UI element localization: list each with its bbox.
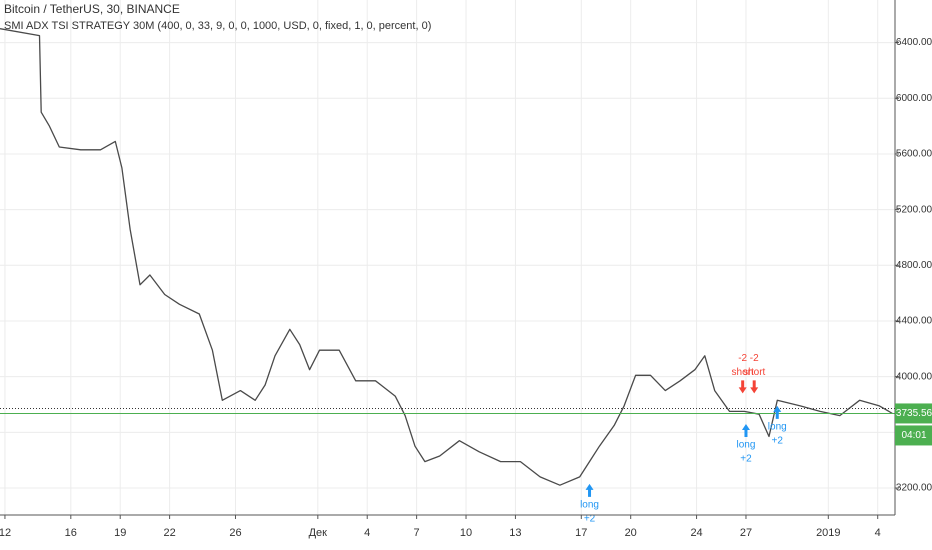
signal-arrow <box>741 423 750 437</box>
signal-arrow <box>738 380 747 394</box>
x-tick-label: 27 <box>740 527 752 539</box>
signal-arrow <box>585 483 594 497</box>
x-tick-label: 13 <box>509 527 521 539</box>
chart-title: Bitcoin / TetherUS, 30, BINANCE <box>4 2 180 16</box>
x-tick-label: 12 <box>0 527 11 539</box>
y-tick-label: 4400.00 <box>896 316 932 327</box>
signal: long +2 <box>580 483 599 524</box>
x-tick-label: 10 <box>460 527 472 539</box>
x-tick-label: 20 <box>625 527 637 539</box>
signal-arrow <box>750 380 759 394</box>
countdown-label: 04:01 <box>901 430 926 441</box>
signal-qty: +2 <box>772 436 784 447</box>
signal: long +2 <box>737 423 756 465</box>
x-tick-label: Дек <box>309 527 328 539</box>
signal-label: long <box>737 440 756 451</box>
y-tick-label: 3200.00 <box>896 483 932 494</box>
signal-qty: -2 <box>750 353 759 364</box>
signal: long +2 <box>768 405 787 447</box>
x-tick-label: 2019 <box>816 527 840 539</box>
y-tick-label: 4000.00 <box>896 371 932 382</box>
x-tick-label: 26 <box>229 527 241 539</box>
signal-qty: +2 <box>740 454 752 465</box>
signal-qty: -2 <box>738 353 747 364</box>
y-tick-label: 4800.00 <box>896 260 932 271</box>
x-tick-label: 4 <box>364 527 370 539</box>
x-tick-label: 22 <box>163 527 175 539</box>
y-tick-label: 5200.00 <box>896 204 932 215</box>
price-line <box>0 28 893 486</box>
signal-label: short <box>732 367 754 378</box>
y-tick-label: 6000.00 <box>896 93 932 104</box>
signal: short -2 <box>732 353 754 394</box>
last-price-tag <box>895 403 932 424</box>
x-tick-label: 17 <box>575 527 587 539</box>
countdown-tag <box>895 425 932 446</box>
x-tick-label: 16 <box>65 527 77 539</box>
x-tick-label: 24 <box>690 527 702 539</box>
signal-label: short <box>743 367 765 378</box>
x-tick-label: 4 <box>875 527 881 539</box>
signal-qty: +2 <box>584 513 596 524</box>
signal-label: long <box>580 499 599 510</box>
signal: short -2 <box>743 353 766 394</box>
x-tick-label: 19 <box>114 527 126 539</box>
signal-arrow <box>773 405 782 419</box>
y-tick-label: 5600.00 <box>896 149 932 160</box>
signal-label: long <box>768 422 787 433</box>
chart-subtitle: SMI ADX TSI STRATEGY 30M (400, 0, 33, 9,… <box>4 20 431 32</box>
last-price-label: 3735.56 <box>896 408 932 419</box>
y-tick-label: 6400.00 <box>896 37 932 48</box>
x-tick-label: 7 <box>414 527 420 539</box>
